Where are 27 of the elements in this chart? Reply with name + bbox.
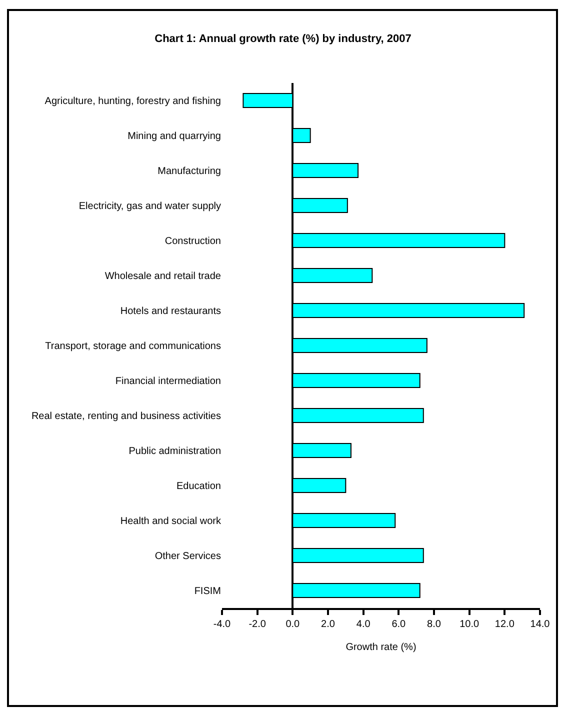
x-tick-label: 2.0 xyxy=(321,619,336,630)
y-tick-label: Health and social work xyxy=(120,516,222,527)
y-tick-label: Electricity, gas and water supply xyxy=(78,201,221,212)
y-tick-label: Wholesale and retail trade xyxy=(104,271,222,282)
chart-title: Chart 1: Annual growth rate (%) by industry, 2007 xyxy=(154,32,412,45)
x-tick-label: 6.0 xyxy=(392,619,406,630)
y-tick-label: Transport, storage and communications xyxy=(45,341,221,352)
x-axis-title: Growth rate (%) xyxy=(346,642,416,653)
x-tick-label: 0.0 xyxy=(286,619,300,630)
y-tick-label: Agriculture, hunting, forestry and fishing xyxy=(44,96,221,107)
y-tick-label: Manufacturing xyxy=(158,166,221,177)
y-tick-label: Hotels and restaurants xyxy=(120,306,221,317)
x-tick-label: -4.0 xyxy=(213,619,232,630)
x-tick-label: 12.0 xyxy=(494,619,515,630)
x-tick-label: 8.0 xyxy=(427,619,442,630)
y-tick-label: Financial intermediation xyxy=(115,376,221,387)
x-tick-label: -2.0 xyxy=(248,619,266,630)
x-tick-label: 10.0 xyxy=(460,619,480,630)
x-tick-label: 4.0 xyxy=(356,619,371,630)
y-tick-label: Real estate, renting and business activities xyxy=(31,411,221,422)
y-tick-label: Education xyxy=(176,481,221,492)
x-tick-label: 14.0 xyxy=(530,619,550,630)
y-tick-label: Mining and quarrying xyxy=(128,131,221,142)
y-tick-label: Construction xyxy=(164,236,221,247)
y-tick-label: Other Services xyxy=(154,551,221,562)
y-tick-label: Public administration xyxy=(128,446,221,457)
y-tick-label: FISIM xyxy=(194,586,221,597)
